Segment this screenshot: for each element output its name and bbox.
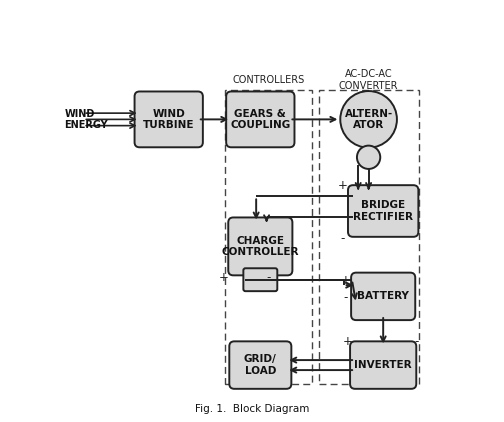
Text: +: + <box>341 274 351 287</box>
Text: CONTROLLERS: CONTROLLERS <box>232 75 305 85</box>
Text: AC-DC-AC
CONVERTER: AC-DC-AC CONVERTER <box>339 69 398 91</box>
Circle shape <box>340 91 397 148</box>
FancyBboxPatch shape <box>229 341 291 389</box>
Text: +: + <box>343 335 352 348</box>
Text: -: - <box>414 335 418 348</box>
Text: WIND
TURBINE: WIND TURBINE <box>143 108 195 130</box>
FancyBboxPatch shape <box>135 92 203 147</box>
FancyBboxPatch shape <box>348 185 418 237</box>
Text: +: + <box>219 271 229 284</box>
Text: Fig. 1.  Block Diagram: Fig. 1. Block Diagram <box>195 404 309 414</box>
FancyBboxPatch shape <box>351 273 415 320</box>
Text: GRID/
LOAD: GRID/ LOAD <box>244 354 277 376</box>
Text: -: - <box>344 291 348 304</box>
Text: +: + <box>338 179 348 192</box>
Text: ALTERN-
ATOR: ALTERN- ATOR <box>344 108 393 130</box>
FancyBboxPatch shape <box>350 341 416 389</box>
FancyBboxPatch shape <box>226 92 294 147</box>
Text: INVERTER: INVERTER <box>354 360 412 370</box>
Text: -: - <box>340 232 345 245</box>
Text: WIND
ENERGY: WIND ENERGY <box>65 108 108 130</box>
FancyBboxPatch shape <box>228 217 292 275</box>
Text: -: - <box>267 271 271 284</box>
Text: BRIDGE
RECTIFIER: BRIDGE RECTIFIER <box>353 200 413 222</box>
Circle shape <box>357 146 380 169</box>
Text: GEARS &
COUPLING: GEARS & COUPLING <box>230 108 290 130</box>
FancyBboxPatch shape <box>243 268 277 291</box>
Text: CHARGE
CONTROLLER: CHARGE CONTROLLER <box>222 235 299 257</box>
Text: BATTERY: BATTERY <box>357 291 409 301</box>
